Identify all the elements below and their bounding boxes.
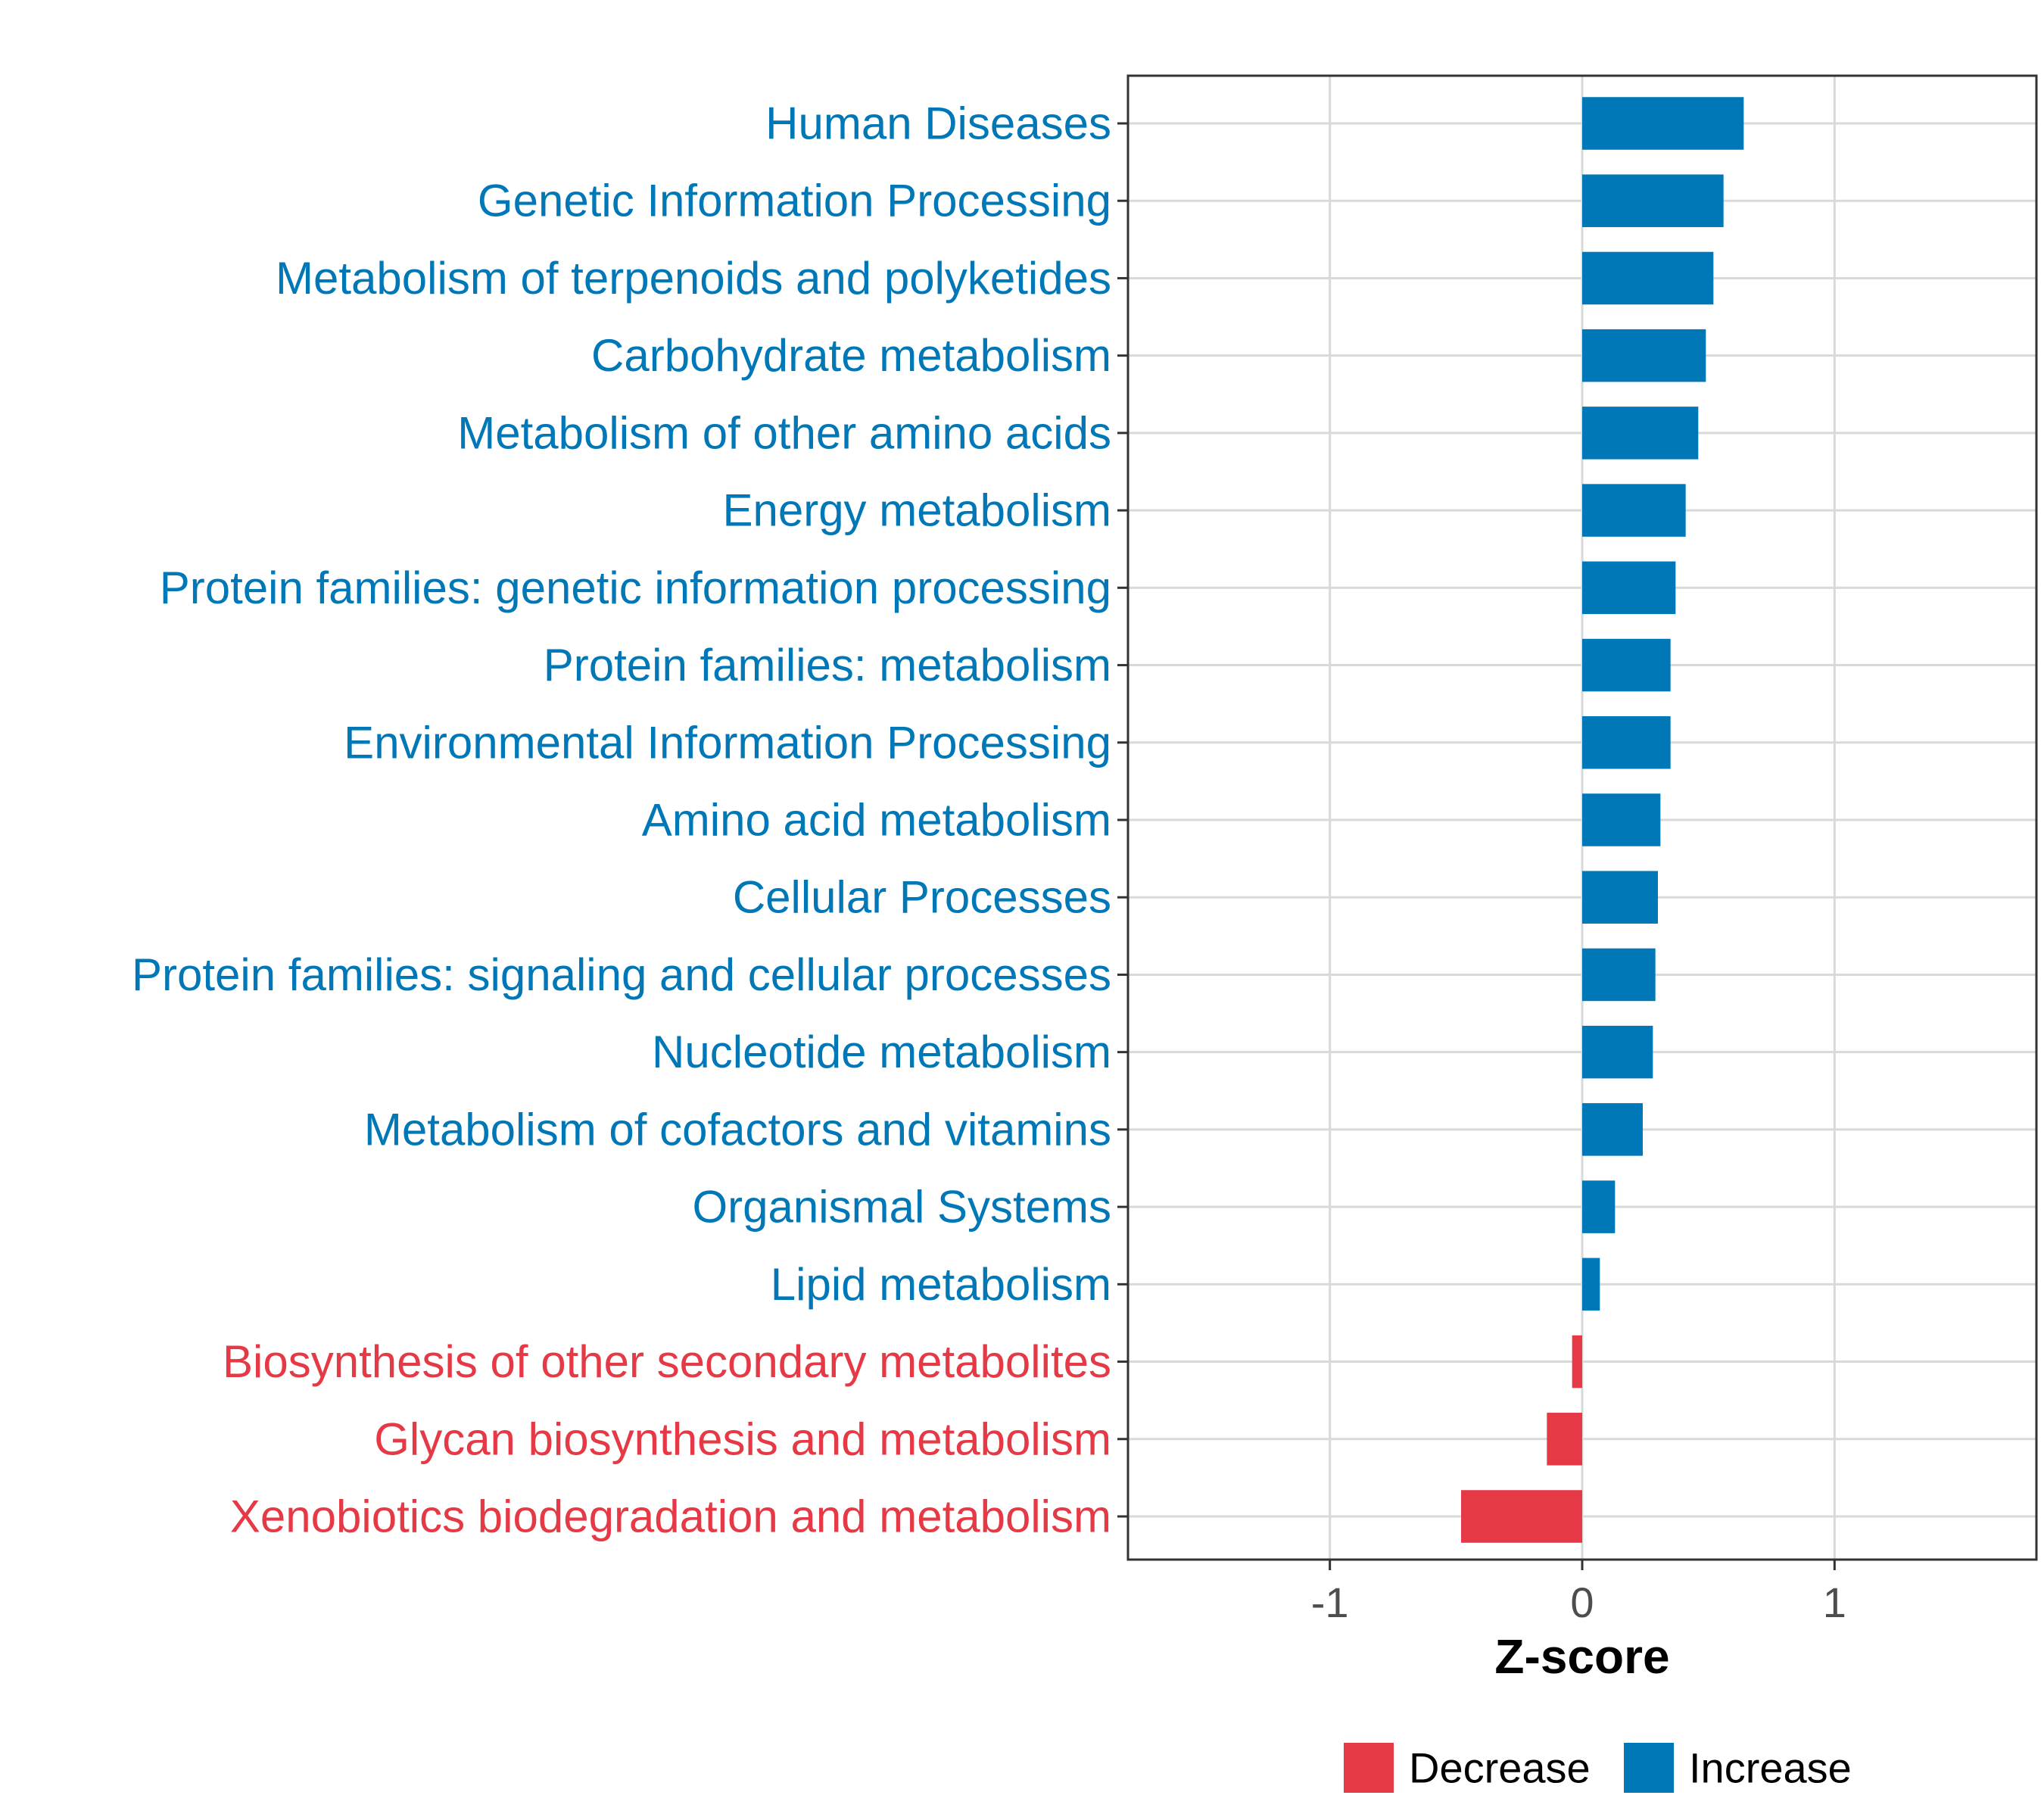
- legend: Decrease Increase: [1344, 1743, 1852, 1793]
- legend-swatch-increase: [1624, 1743, 1674, 1793]
- category-label: Amino acid metabolism: [642, 795, 1111, 846]
- bar-16: [1582, 1258, 1600, 1311]
- x-axis-ticks: -1 0 1: [1311, 1560, 1846, 1626]
- bar-5: [1582, 407, 1699, 460]
- category-label: Metabolism of terpenoids and polyketides: [276, 253, 1111, 304]
- x-tick-label: 0: [1570, 1579, 1594, 1626]
- bar-8: [1582, 638, 1671, 692]
- bar-14: [1582, 1103, 1643, 1156]
- bar-7: [1582, 561, 1676, 615]
- bar-1: [1582, 97, 1744, 150]
- category-label: Metabolism of cofactors and vitamins: [364, 1104, 1111, 1155]
- bar-11: [1582, 871, 1658, 924]
- bar-3: [1582, 251, 1714, 305]
- category-label: Protein families: signaling and cellular…: [132, 949, 1111, 1000]
- category-label: Energy metabolism: [722, 485, 1111, 536]
- category-label: Human Diseases: [765, 98, 1111, 149]
- category-label: Biosynthesis of other secondary metaboli…: [223, 1336, 1111, 1387]
- bars: [1461, 97, 1744, 1543]
- bar-6: [1582, 484, 1686, 537]
- category-label: Metabolism of other amino acids: [457, 407, 1111, 458]
- bar-9: [1582, 716, 1671, 769]
- category-label: Environmental Information Processing: [344, 717, 1111, 768]
- bar-2: [1582, 174, 1724, 227]
- category-label: Cellular Processes: [733, 872, 1111, 923]
- y-axis-ticks: Human Diseases Genetic Information Proces…: [132, 98, 1128, 1542]
- category-label: Protein families: metabolism: [544, 640, 1111, 690]
- bar-10: [1582, 793, 1661, 846]
- category-label: Carbohydrate metabolism: [591, 330, 1111, 381]
- bar-17: [1572, 1335, 1582, 1388]
- category-label: Genetic Information Processing: [478, 176, 1111, 226]
- category-label: Xenobiotics biodegradation and metabolis…: [230, 1491, 1111, 1542]
- category-label: Glycan biosynthesis and metabolism: [374, 1413, 1111, 1464]
- x-tick-label: 1: [1823, 1579, 1846, 1626]
- legend-label-increase: Increase: [1689, 1744, 1852, 1792]
- bar-15: [1582, 1180, 1616, 1233]
- x-axis-title: Z-score: [1494, 1629, 1669, 1684]
- category-label: Nucleotide metabolism: [652, 1027, 1111, 1077]
- legend-swatch-decrease: [1344, 1743, 1394, 1793]
- legend-label-decrease: Decrease: [1409, 1744, 1591, 1792]
- category-label: Lipid metabolism: [771, 1259, 1111, 1310]
- bar-4: [1582, 329, 1706, 382]
- category-label: Organismal Systems: [693, 1182, 1111, 1233]
- x-tick-label: -1: [1311, 1579, 1349, 1626]
- category-label: Protein families: genetic information pr…: [160, 563, 1111, 613]
- bar-13: [1582, 1025, 1653, 1079]
- bar-18: [1547, 1413, 1582, 1466]
- bar-19: [1461, 1490, 1582, 1543]
- bar-12: [1582, 948, 1656, 1002]
